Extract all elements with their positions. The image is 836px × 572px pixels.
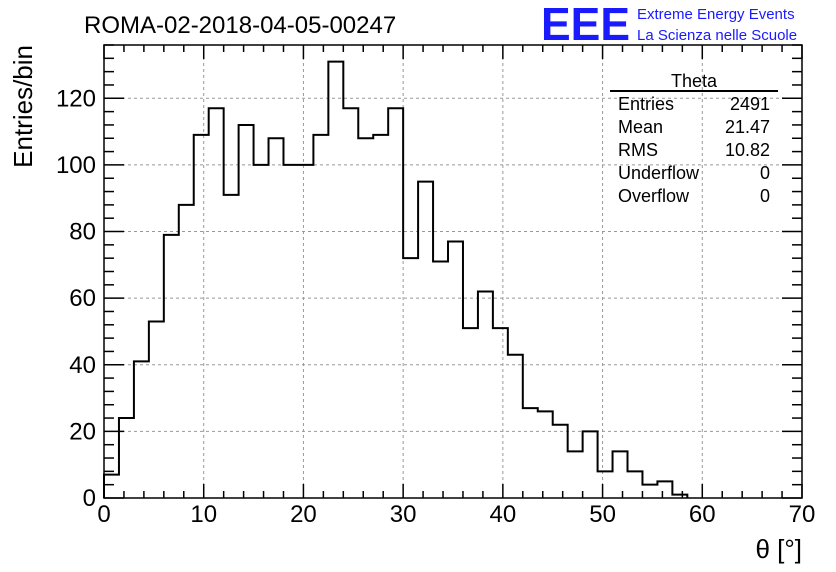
histogram-bin <box>179 205 194 498</box>
y-tick-label: 100 <box>56 152 96 179</box>
y-tick-label: 0 <box>83 485 96 512</box>
stats-box: Theta Entries 2491 Mean 21.47 RMS 10.82 Underf… <box>610 71 778 206</box>
histogram-bin <box>628 471 643 498</box>
stats-row-label: Entries <box>618 94 674 114</box>
x-tick-label: 60 <box>689 501 716 528</box>
histogram-bin <box>328 62 343 498</box>
histogram-bin <box>224 195 239 498</box>
histogram-bin <box>463 328 478 498</box>
stats-row-value: 0 <box>760 186 770 206</box>
stats-row-label: Overflow <box>618 186 690 206</box>
x-tick-label: 30 <box>390 501 417 528</box>
y-tick-label: 60 <box>69 285 96 312</box>
x-tick-labels: 0 10 20 30 40 50 60 70 <box>97 501 815 528</box>
y-tick-label: 20 <box>69 418 96 445</box>
histogram-bin <box>269 138 284 498</box>
x-tick-label: 10 <box>190 501 217 528</box>
histogram-outline <box>103 60 689 498</box>
histogram-bin <box>388 108 403 498</box>
stats-row-label: RMS <box>618 140 658 160</box>
histogram-bin <box>523 408 538 498</box>
histogram-bin <box>613 451 628 498</box>
stats-row-value: 10.82 <box>725 140 770 160</box>
histogram-bin <box>254 165 269 498</box>
plot-frame <box>103 44 803 499</box>
eee-logo: EEE Extreme Energy Events La Scienza nel… <box>541 0 797 50</box>
histogram-bin <box>583 431 598 498</box>
histogram-bin <box>298 165 313 498</box>
histogram-bin <box>104 475 119 498</box>
eee-logo-mark: EEE <box>541 0 630 50</box>
stats-row-value: 0 <box>760 163 770 183</box>
x-tick-label: 50 <box>589 501 616 528</box>
grid-lines <box>104 45 802 498</box>
stats-row-label: Mean <box>618 117 663 137</box>
histogram-bin <box>119 418 134 498</box>
y-tick-label: 80 <box>69 219 96 246</box>
histogram-bin <box>283 165 298 498</box>
histogram-bin <box>418 182 433 498</box>
stats-row-value: 2491 <box>730 94 770 114</box>
x-tick-label: 20 <box>290 501 317 528</box>
histogram-bin <box>149 321 164 498</box>
stats-box-title: Theta <box>671 71 718 91</box>
histogram-bin <box>343 108 358 498</box>
x-tick-label: 70 <box>789 501 816 528</box>
stats-row-label: Underflow <box>618 163 700 183</box>
y-tick-label: 120 <box>56 85 96 112</box>
histogram-bin <box>448 242 463 498</box>
eee-logo-line2: La Scienza nelle Scuole <box>637 27 797 44</box>
y-tick-label: 40 <box>69 352 96 379</box>
histogram-bin <box>568 451 583 498</box>
histogram-bin <box>598 471 613 498</box>
stats-rows: Entries 2491 Mean 21.47 RMS 10.82 Underflow 0 Ov… <box>618 94 770 206</box>
histogram-bin <box>239 125 254 498</box>
stats-row-value: 21.47 <box>725 117 770 137</box>
histogram-bin <box>209 108 224 498</box>
y-tick-labels: 0 20 40 60 80 100 120 <box>56 85 96 512</box>
histogram-bin <box>194 135 209 498</box>
histogram-bin <box>134 361 149 498</box>
histogram-bin <box>508 355 523 498</box>
eee-logo-line1: Extreme Energy Events <box>637 6 795 23</box>
histogram-bin <box>403 258 418 498</box>
run-title: ROMA-02-2018-04-05-00247 <box>84 12 396 39</box>
histogram-bin <box>478 291 493 498</box>
histogram-bin <box>538 411 553 498</box>
x-tick-label: 40 <box>490 501 517 528</box>
histogram-bin <box>433 262 448 498</box>
histogram-bins <box>104 62 687 498</box>
y-axis-title: Entries/bin <box>8 45 38 168</box>
histogram-bin <box>493 328 508 498</box>
histogram-bin <box>358 138 373 498</box>
histogram-bin <box>164 235 179 498</box>
histogram-bin <box>642 485 657 498</box>
histogram-bin <box>657 481 672 498</box>
histogram-bin <box>553 425 568 498</box>
x-axis-title: θ [°] <box>755 534 802 564</box>
x-tick-label: 0 <box>97 501 110 528</box>
histogram-bin <box>313 135 328 498</box>
histogram-bin <box>373 135 388 498</box>
